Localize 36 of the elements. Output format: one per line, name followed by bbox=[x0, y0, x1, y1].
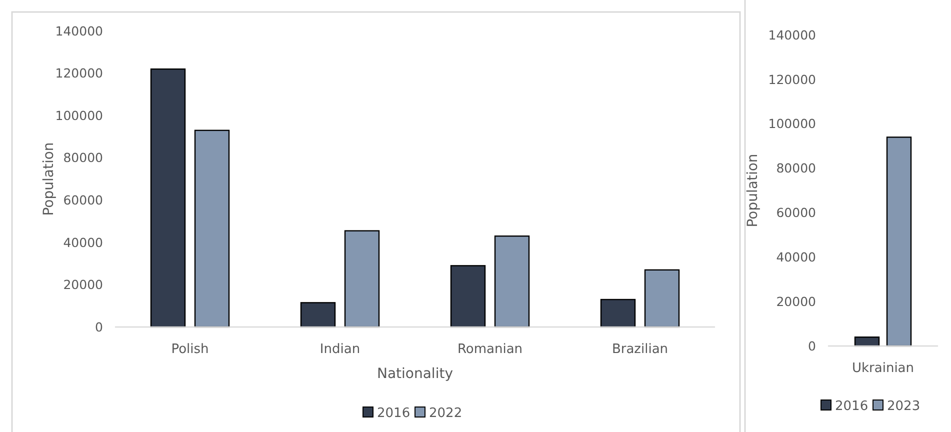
y-tick-label: 40000 bbox=[63, 234, 104, 250]
y-tick-label: 0 bbox=[95, 319, 104, 334]
bar bbox=[300, 302, 336, 328]
y-tick-label: 60000 bbox=[63, 192, 104, 208]
y-tick-label: 60000 bbox=[776, 205, 816, 220]
y-tick-label: 0 bbox=[808, 338, 816, 354]
x-tick-label: Romanian bbox=[457, 342, 523, 357]
y-tick-label: 80000 bbox=[63, 150, 104, 166]
legend-label: 2016 bbox=[377, 406, 410, 421]
y-axis-title: Population bbox=[744, 154, 761, 228]
bar bbox=[600, 298, 636, 328]
bar bbox=[644, 269, 680, 328]
legend-label: 2023 bbox=[887, 399, 920, 414]
y-tick-label: 120000 bbox=[768, 72, 816, 87]
legend-label: 2016 bbox=[835, 399, 868, 414]
y-tick-label: 100000 bbox=[768, 116, 816, 132]
x-tick-label: Polish bbox=[171, 342, 209, 357]
x-tick-label: Brazilian bbox=[612, 342, 668, 357]
y-tick-label: 20000 bbox=[776, 294, 816, 309]
y-tick-label: 140000 bbox=[55, 23, 104, 38]
bar bbox=[150, 68, 186, 328]
bar bbox=[450, 265, 486, 328]
y-tick-label: 140000 bbox=[768, 27, 816, 42]
bar bbox=[494, 235, 530, 328]
x-axis-title: Nationality bbox=[376, 366, 454, 382]
y-tick-label: 100000 bbox=[55, 108, 104, 123]
y-tick-label: 40000 bbox=[776, 250, 816, 265]
bar bbox=[194, 130, 230, 328]
y-tick-label: 20000 bbox=[63, 277, 104, 292]
x-tick-label: Indian bbox=[320, 342, 360, 357]
x-tick-label: Ukrainian bbox=[852, 361, 914, 376]
y-axis-title: Population bbox=[40, 142, 57, 216]
legend-label: 2022 bbox=[429, 406, 462, 421]
bar bbox=[344, 230, 380, 328]
y-tick-label: 120000 bbox=[55, 66, 104, 81]
y-tick-label: 80000 bbox=[776, 160, 816, 176]
